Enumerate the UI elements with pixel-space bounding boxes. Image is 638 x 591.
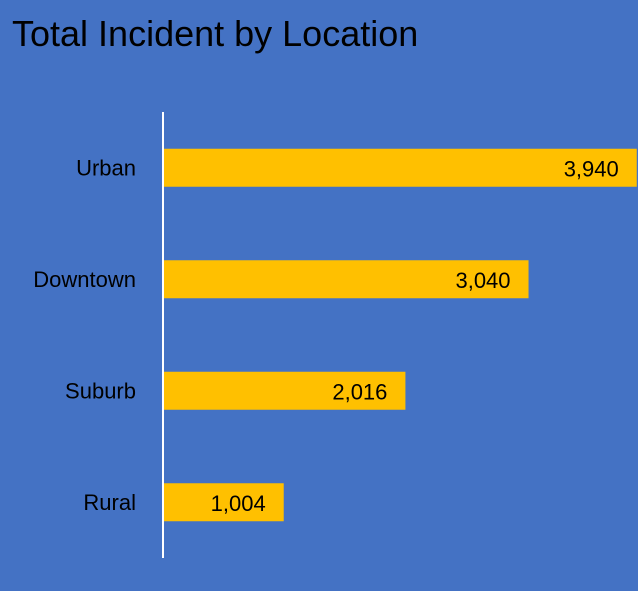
category-label-suburb: Suburb: [65, 378, 136, 403]
chart-title: Total Incident by Location: [12, 13, 419, 54]
category-label-urban: Urban: [76, 155, 136, 180]
data-label-suburb: 2,016: [332, 379, 387, 404]
bar-downtown: [163, 260, 529, 299]
category-label-rural: Rural: [83, 490, 136, 515]
bar-urban: [163, 148, 637, 187]
data-label-rural: 1,004: [211, 491, 266, 516]
bar-suburb: [163, 371, 406, 410]
bar-rural: [163, 483, 284, 522]
category-label-downtown: Downtown: [33, 267, 136, 292]
data-label-downtown: 3,040: [455, 268, 510, 293]
data-label-urban: 3,940: [564, 156, 619, 181]
